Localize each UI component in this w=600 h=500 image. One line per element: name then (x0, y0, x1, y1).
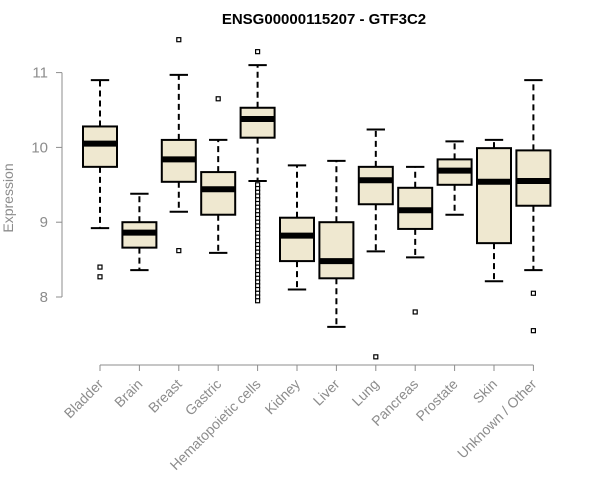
outlier-point (530, 328, 537, 334)
iqr-box (357, 165, 394, 206)
box-lung (357, 128, 394, 360)
outlier-point (176, 37, 182, 43)
box-skin (476, 138, 512, 283)
y-tick-label: 8 (40, 289, 48, 306)
x-tick-label: Brain (111, 376, 145, 410)
outlier-point (97, 274, 103, 280)
x-tick-label: Lung (349, 376, 382, 409)
y-axis-label: Expression (0, 163, 16, 232)
y-tick-label: 9 (40, 214, 48, 231)
x-tick-label: Bladder (61, 376, 107, 422)
box-brain (121, 192, 158, 272)
box-prostate (436, 140, 473, 216)
iqr-box (279, 216, 315, 263)
box-bladder (82, 79, 118, 280)
outlier-point (255, 49, 261, 55)
outlier-point (412, 309, 418, 315)
iqr-box (200, 171, 237, 216)
outlier-point (530, 290, 537, 296)
box-kidney (279, 164, 315, 291)
outlier-point (176, 248, 182, 254)
iqr-box (318, 221, 355, 280)
boxes-group (82, 37, 552, 360)
x-tick-label: Prostate (413, 376, 461, 424)
box-liver (318, 159, 355, 328)
outlier-point (255, 298, 261, 304)
x-tick-label: Kidney (262, 376, 304, 418)
iqr-box (476, 147, 512, 245)
chart-title: ENSG00000115207 - GTF3C2 (222, 11, 426, 28)
y-tick-label: 10 (31, 139, 48, 156)
x-tick-label: Liver (310, 376, 343, 409)
box-gastric (200, 96, 237, 254)
outlier-point (373, 354, 379, 360)
x-tick-label: Breast (145, 376, 185, 416)
y-tick-label: 11 (32, 65, 48, 82)
iqr-box (239, 106, 276, 139)
box-unknown-other (515, 79, 552, 334)
box-breast (160, 37, 197, 254)
box-hematopoietic-cells (239, 49, 276, 304)
box-pancreas (397, 165, 434, 315)
x-tick-label: Skin (470, 376, 501, 407)
outlier-point (215, 96, 221, 102)
outlier-point (97, 264, 103, 270)
y-axis: 8 9 10 11 (31, 65, 63, 306)
